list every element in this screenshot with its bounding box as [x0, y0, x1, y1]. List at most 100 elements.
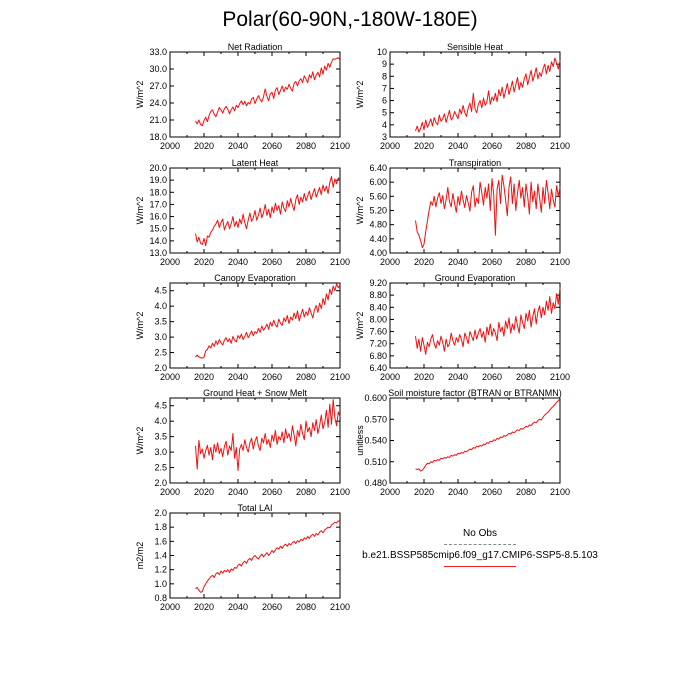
x-tick-label: 2040 [448, 141, 468, 151]
y-tick-label: 8 [382, 71, 387, 81]
y-tick-label: 6.40 [369, 163, 387, 173]
legend-model: b.e21.BSSP585cmip6.f09_g17.CMIP6-SSP5-8.… [360, 550, 600, 572]
x-tick-label: 2020 [414, 487, 434, 497]
x-tick-label: 2020 [194, 372, 214, 382]
y-tick-label: 4.5 [154, 286, 167, 296]
y-tick-label: 3.5 [154, 432, 167, 442]
chart-svg: Soil moisture factor (BTRAN or BTRANMN) 2… [355, 388, 570, 497]
x-tick-label: 2040 [228, 372, 248, 382]
plot-frame [169, 282, 341, 369]
x-tick-label: 2060 [262, 602, 282, 612]
plot-frame [389, 397, 561, 484]
y-tick-label: 4.0 [154, 416, 167, 426]
chart-title: Transpiration [449, 158, 501, 168]
chart-title: Ground Heat + Snow Melt [203, 388, 307, 398]
y-tick-label: 1.8 [154, 522, 167, 532]
x-tick-label: 2020 [194, 602, 214, 612]
y-tick-label: 1.0 [154, 579, 167, 589]
panel-latent-heat: Latent Heat 2000 2020 2040 2060 2080 2100 13.0 1… [130, 158, 350, 280]
chart-title: Latent Heat [232, 158, 279, 168]
x-tick-label: 2080 [516, 372, 536, 382]
y-tick-label: 13.0 [149, 248, 167, 258]
x-tick-label: 2080 [296, 487, 316, 497]
chart-svg: Ground Heat + Snow Melt 2000 2020 2040 2060 2… [135, 388, 350, 497]
y-tick-label: 8.00 [369, 314, 387, 324]
chart-title: Ground Evaporation [435, 273, 516, 283]
x-tick-label: 2060 [262, 487, 282, 497]
y-tick-label: 1.6 [154, 536, 167, 546]
y-axis-label: W/m^2 [135, 81, 145, 109]
y-tick-label: 17.0 [149, 199, 167, 209]
y-tick-label: 16.0 [149, 212, 167, 222]
x-tick-label: 2040 [448, 372, 468, 382]
y-tick-label: 19.0 [149, 175, 167, 185]
y-tick-label: 3 [382, 132, 387, 142]
x-tick-label: 2000 [160, 372, 180, 382]
panel-sensible-heat: Sensible Heat 2000 2020 2040 2060 2080 2100 3 4 5… [350, 42, 570, 164]
x-tick-label: 2040 [228, 602, 248, 612]
y-tick-label: 9.20 [369, 278, 387, 288]
y-tick-label: 3.0 [154, 447, 167, 457]
x-tick-label: 2040 [228, 487, 248, 497]
y-tick-label: 14.0 [149, 236, 167, 246]
legend-obs: No Obs [360, 528, 600, 550]
x-tick-label: 2100 [330, 487, 350, 497]
y-axis-label: m2/m2 [135, 542, 145, 570]
x-tick-label: 2000 [380, 141, 400, 151]
x-tick-label: 2060 [262, 372, 282, 382]
chart-title: Soil moisture factor (BTRAN or BTRANMN) [388, 388, 562, 398]
page-title: Polar(60-90N,-180W-180E) [222, 8, 478, 31]
y-tick-label: 4.80 [369, 220, 387, 230]
chart-title: Net Radiation [228, 42, 283, 52]
x-tick-label: 2020 [194, 257, 214, 267]
x-tick-label: 2080 [296, 602, 316, 612]
plot-frame [169, 51, 341, 138]
y-tick-label: 4.0 [154, 301, 167, 311]
series-line [415, 398, 561, 472]
chart-title: Total LAI [237, 503, 272, 513]
y-tick-label: 30.0 [149, 64, 167, 74]
y-tick-label: 6 [382, 96, 387, 106]
x-tick-label: 2100 [330, 141, 350, 151]
x-tick-label: 2000 [160, 141, 180, 151]
x-tick-label: 2040 [228, 141, 248, 151]
x-tick-label: 2060 [262, 257, 282, 267]
x-tick-label: 2000 [160, 257, 180, 267]
panel-transpiration: Transpiration 2000 2020 2040 2060 2080 2100 4.0… [350, 158, 570, 280]
x-tick-label: 2060 [482, 141, 502, 151]
y-tick-label: 5.20 [369, 206, 387, 216]
y-tick-label: 15.0 [149, 224, 167, 234]
chart-title: Canopy Evaporation [214, 273, 296, 283]
y-tick-label: 0.510 [364, 457, 387, 467]
panel-ground-evaporation: Ground Evaporation 2000 2020 2040 2060 2080 21… [350, 273, 570, 395]
panel-canopy-evaporation: Canopy Evaporation 2000 2020 2040 2060 2080 21… [130, 273, 350, 395]
y-axis-label: W/m^2 [135, 312, 145, 340]
chart-svg: Net Radiation 2000 2020 2040 2060 2080 2100 18.… [135, 42, 350, 151]
x-tick-label: 2060 [482, 487, 502, 497]
y-tick-label: 1.4 [154, 551, 167, 561]
chart-svg: Sensible Heat 2000 2020 2040 2060 2080 2100 3 4 5… [355, 42, 570, 151]
series-line [415, 57, 561, 133]
x-tick-label: 2040 [448, 487, 468, 497]
x-tick-label: 2080 [296, 141, 316, 151]
x-tick-label: 2020 [414, 372, 434, 382]
x-tick-label: 2080 [296, 257, 316, 267]
y-tick-label: 0.480 [364, 478, 387, 488]
y-tick-label: 10 [377, 47, 387, 57]
y-tick-label: 2.5 [154, 463, 167, 473]
y-tick-label: 3.0 [154, 332, 167, 342]
series-line [195, 399, 341, 472]
x-tick-label: 2000 [160, 487, 180, 497]
series-line [195, 283, 341, 359]
y-tick-label: 2.0 [154, 363, 167, 373]
legend-model-label: b.e21.BSSP585cmip6.f09_g17.CMIP6-SSP5-8.… [362, 550, 598, 561]
x-tick-label: 2060 [482, 257, 502, 267]
panel-net-radiation: Net Radiation 2000 2020 2040 2060 2080 2100 18.… [130, 42, 350, 164]
y-tick-label: 4.5 [154, 401, 167, 411]
x-tick-label: 2000 [160, 602, 180, 612]
plot-frame [389, 51, 561, 138]
x-tick-label: 2100 [330, 602, 350, 612]
y-tick-label: 9 [382, 59, 387, 69]
x-tick-label: 2080 [516, 487, 536, 497]
